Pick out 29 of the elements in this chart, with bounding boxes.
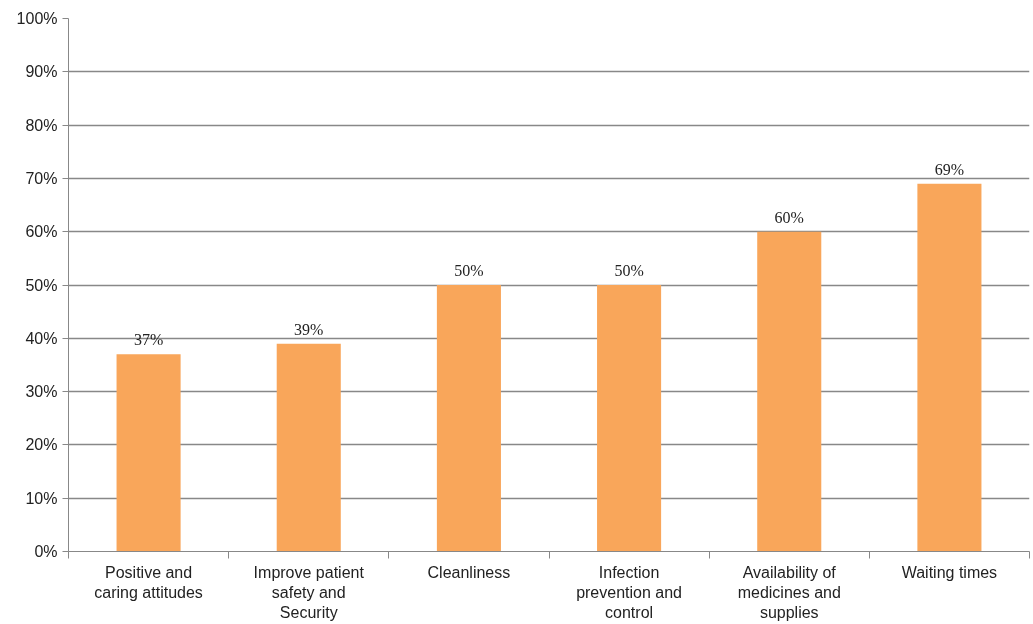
x-tick-label: Improve patient safety and Security bbox=[253, 563, 365, 622]
y-tick-label: 80% bbox=[25, 116, 58, 134]
y-tick-label: 0% bbox=[34, 543, 58, 560]
y-tick-label: 70% bbox=[25, 169, 58, 187]
y-tick-label: 30% bbox=[25, 383, 58, 401]
bar bbox=[276, 343, 341, 552]
y-tick-label: 60% bbox=[25, 223, 58, 241]
y-tick-label: 50% bbox=[25, 276, 58, 294]
x-tick-label: Infection prevention and control bbox=[576, 563, 683, 622]
x-tick-label: Availability of medicines and supplies bbox=[737, 563, 841, 622]
x-tick-label: Waiting times bbox=[901, 563, 998, 581]
bar bbox=[116, 354, 181, 552]
y-tick-label: 100% bbox=[16, 10, 58, 27]
data-label: 50% bbox=[454, 262, 484, 279]
y-tick-label: 20% bbox=[25, 436, 58, 454]
bar bbox=[436, 285, 501, 552]
y-tick-label: 90% bbox=[25, 63, 58, 81]
data-label: 60% bbox=[774, 208, 804, 226]
x-tick-label: Cleanliness bbox=[427, 563, 511, 581]
data-label: 37% bbox=[133, 331, 164, 349]
bar bbox=[597, 285, 662, 552]
bar bbox=[917, 183, 982, 552]
bar bbox=[757, 231, 822, 552]
y-tick-label: 40% bbox=[25, 329, 58, 347]
data-label: 50% bbox=[614, 262, 644, 279]
x-tick-label: Positive and caring attitudes bbox=[94, 563, 203, 601]
data-label: 69% bbox=[934, 160, 965, 178]
y-tick-label: 10% bbox=[25, 489, 58, 507]
data-label: 39% bbox=[294, 320, 324, 338]
